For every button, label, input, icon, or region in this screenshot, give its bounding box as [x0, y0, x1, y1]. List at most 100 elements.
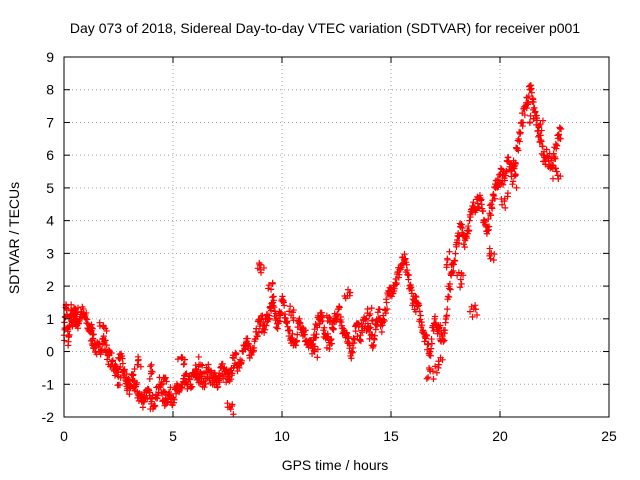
data-point	[345, 333, 352, 341]
data-point	[466, 308, 474, 315]
data-point	[383, 305, 391, 313]
data-point	[403, 261, 410, 268]
data-point	[83, 316, 91, 323]
data-point	[219, 360, 226, 368]
data-point	[429, 368, 437, 375]
data-point	[447, 286, 454, 293]
data-point	[437, 322, 444, 329]
data-point	[471, 302, 479, 309]
data-point	[519, 119, 527, 126]
data-point	[211, 369, 219, 377]
data-point	[423, 375, 431, 382]
data-point	[260, 264, 268, 272]
data-point	[217, 364, 224, 371]
data-point	[494, 175, 502, 183]
data-point	[129, 385, 137, 392]
data-point	[525, 99, 532, 107]
data-point	[475, 204, 483, 212]
data-point	[294, 331, 301, 338]
data-point	[451, 257, 459, 264]
data-point	[457, 276, 464, 283]
data-points	[60, 82, 565, 418]
data-point	[494, 184, 501, 191]
data-point	[131, 365, 138, 373]
data-point	[486, 252, 493, 260]
data-point	[435, 358, 442, 365]
data-point	[192, 361, 199, 369]
data-point	[98, 347, 106, 354]
data-point	[319, 314, 327, 321]
data-point	[108, 349, 115, 357]
data-point	[102, 337, 109, 344]
x-tick-label: 15	[383, 428, 399, 444]
data-point	[115, 373, 122, 380]
data-point	[437, 354, 444, 361]
data-point	[126, 390, 133, 398]
data-point	[452, 250, 459, 257]
data-point	[368, 304, 375, 312]
data-point	[366, 310, 374, 318]
data-point	[487, 255, 494, 262]
data-point	[538, 138, 545, 145]
data-point	[263, 311, 271, 318]
data-point	[434, 328, 442, 335]
data-point	[416, 308, 423, 315]
data-point	[557, 135, 564, 143]
data-point	[238, 357, 246, 365]
data-point	[553, 142, 561, 150]
data-point	[527, 112, 534, 120]
data-point	[491, 195, 498, 202]
data-point	[137, 363, 145, 370]
data-point	[424, 374, 432, 381]
y-tick-labels: -2 -1 0 1 2 3 4 5 6 7 8 9	[42, 49, 55, 425]
data-point	[178, 353, 185, 361]
data-point	[134, 353, 142, 361]
data-point	[146, 375, 153, 383]
y-tick-label: -2	[42, 409, 55, 425]
data-point	[120, 368, 127, 376]
data-point	[371, 332, 379, 339]
data-point	[470, 199, 477, 206]
data-point	[326, 345, 333, 353]
data-point	[466, 217, 473, 224]
data-point	[96, 322, 104, 330]
data-point	[382, 309, 389, 317]
data-point	[446, 248, 453, 255]
data-point	[443, 312, 451, 319]
data-point	[428, 340, 436, 347]
data-point	[290, 306, 297, 314]
data-point	[219, 375, 227, 382]
y-tick-label: 3	[46, 245, 54, 261]
data-point	[133, 379, 141, 387]
data-point	[444, 255, 451, 262]
data-point	[130, 371, 137, 378]
y-tick-label: 1	[46, 311, 54, 327]
data-point	[66, 331, 73, 339]
data-point	[329, 320, 336, 328]
axis-ticks	[63, 56, 610, 418]
data-point	[521, 111, 529, 119]
y-tick-label: 2	[46, 278, 54, 294]
data-point	[485, 215, 492, 223]
data-point	[415, 302, 423, 309]
data-point	[277, 309, 285, 317]
data-point	[88, 324, 95, 332]
data-point	[427, 345, 435, 352]
x-tick-labels: 0 5 10 15 20 25	[60, 428, 617, 444]
data-point	[378, 328, 386, 336]
y-tick-label: -1	[42, 376, 55, 392]
data-point	[342, 295, 349, 302]
data-point	[154, 392, 161, 399]
data-point	[346, 292, 353, 299]
data-point	[325, 314, 333, 321]
data-point	[216, 379, 223, 386]
x-axis-label: GPS time / hours	[282, 457, 389, 473]
data-point	[490, 256, 497, 264]
data-point	[431, 363, 439, 370]
data-point	[393, 279, 400, 287]
data-point	[401, 250, 408, 258]
data-point	[103, 341, 110, 349]
data-point	[259, 312, 266, 319]
data-point	[139, 404, 147, 411]
